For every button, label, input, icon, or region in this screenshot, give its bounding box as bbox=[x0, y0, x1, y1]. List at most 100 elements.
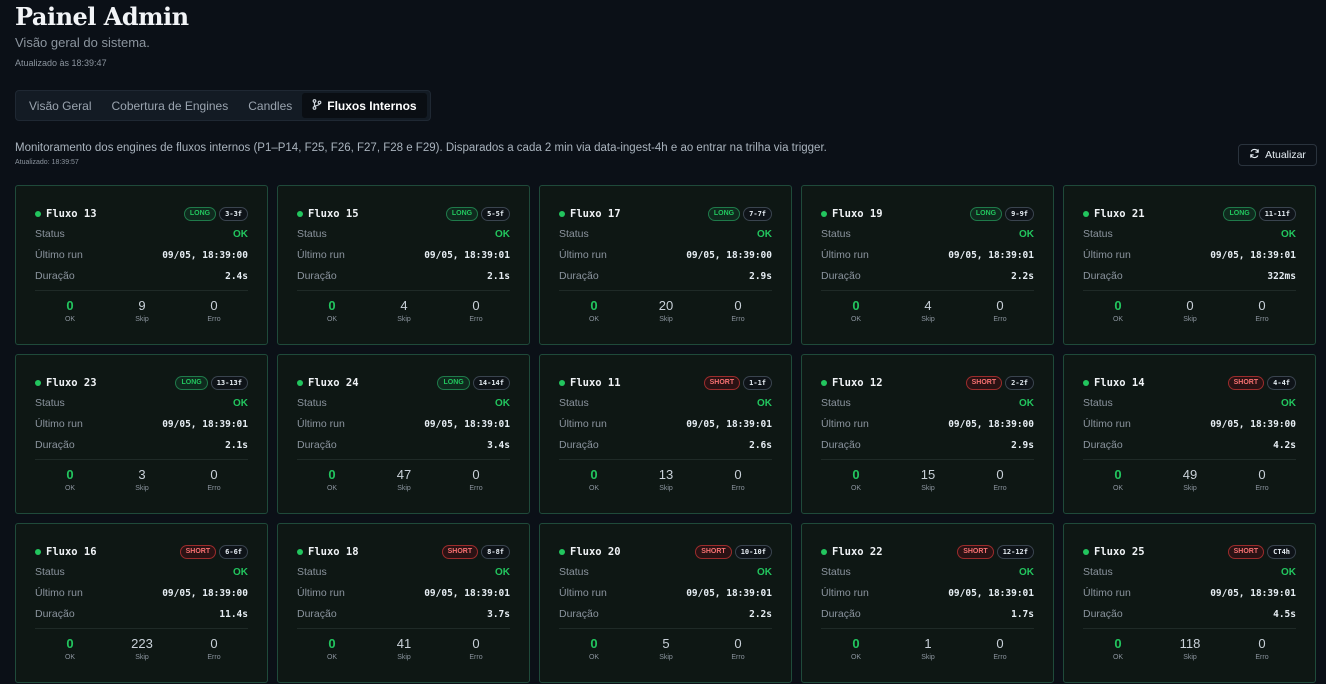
last-run-label: Último run bbox=[559, 249, 607, 261]
stat-ok: 0 OK bbox=[820, 467, 892, 492]
status-row: Status OK bbox=[1083, 227, 1296, 241]
divider bbox=[559, 459, 772, 460]
stat-error: 0 Erro bbox=[964, 636, 1036, 661]
status-label: Status bbox=[1083, 566, 1113, 578]
skip-count: 1 bbox=[924, 636, 932, 651]
duration-row: Duração 4.2s bbox=[1083, 438, 1296, 452]
error-caption: Erro bbox=[469, 485, 483, 492]
duration-label: Duração bbox=[297, 439, 337, 451]
duration-value: 2.2s bbox=[749, 608, 772, 620]
status-row: Status OK bbox=[297, 565, 510, 579]
stats-row: 0 OK 49 Skip 0 Erro bbox=[1082, 467, 1298, 492]
code-badge: 14-14f bbox=[472, 376, 510, 390]
stat-error: 0 Erro bbox=[702, 298, 774, 323]
last-run-row: Último run 09/05, 18:39:00 bbox=[559, 248, 772, 262]
duration-value: 3.4s bbox=[487, 439, 510, 451]
divider bbox=[297, 290, 510, 291]
duration-row: Duração 3.7s bbox=[297, 607, 510, 621]
last-run-label: Último run bbox=[297, 587, 345, 599]
stat-ok: 0 OK bbox=[558, 298, 630, 323]
error-count: 0 bbox=[472, 636, 480, 651]
card-header: Fluxo 11 SHORT 1-1f bbox=[559, 376, 772, 390]
status-label: Status bbox=[559, 228, 589, 240]
refresh-button[interactable]: Atualizar bbox=[1238, 144, 1317, 166]
code-badge: 11-11f bbox=[1258, 207, 1296, 221]
duration-value: 322ms bbox=[1267, 270, 1296, 282]
flow-card: Fluxo 20 SHORT 10-10f Status OK Último r… bbox=[539, 523, 792, 683]
code-badge: 5-5f bbox=[481, 207, 510, 221]
code-badge: 8-8f bbox=[481, 545, 510, 559]
direction-badge: SHORT bbox=[1227, 545, 1265, 559]
tab-fluxos-internos[interactable]: Fluxos Internos bbox=[302, 93, 427, 118]
flow-name: Fluxo 25 bbox=[1094, 546, 1145, 558]
direction-badge: LONG bbox=[183, 207, 217, 221]
code-badge: 4-4f bbox=[1267, 376, 1296, 390]
duration-label: Duração bbox=[821, 270, 861, 282]
skip-caption: Skip bbox=[921, 485, 935, 492]
code-badge: 3-3f bbox=[219, 207, 248, 221]
tab-candles[interactable]: Candles bbox=[238, 93, 302, 118]
duration-row: Duração 2.9s bbox=[821, 438, 1034, 452]
last-run-value: 09/05, 18:39:00 bbox=[686, 249, 772, 261]
error-caption: Erro bbox=[731, 485, 745, 492]
card-header: Fluxo 15 LONG 5-5f bbox=[297, 207, 510, 221]
status-label: Status bbox=[297, 397, 327, 409]
error-count: 0 bbox=[472, 467, 480, 482]
direction-badge: LONG bbox=[707, 207, 741, 221]
card-header: Fluxo 17 LONG 7-7f bbox=[559, 207, 772, 221]
refresh-icon bbox=[1249, 148, 1260, 162]
direction-badge: LONG bbox=[445, 207, 479, 221]
skip-count: 20 bbox=[658, 298, 674, 313]
status-dot-icon bbox=[1083, 549, 1089, 555]
duration-row: Duração 2.6s bbox=[559, 438, 772, 452]
duration-label: Duração bbox=[1083, 608, 1123, 620]
error-count: 0 bbox=[210, 298, 218, 313]
duration-label: Duração bbox=[1083, 439, 1123, 451]
badge-group: SHORT 6-6f bbox=[179, 545, 248, 559]
error-count: 0 bbox=[996, 467, 1004, 482]
stats-row: 0 OK 47 Skip 0 Erro bbox=[296, 467, 512, 492]
tab-visao-geral[interactable]: Visão Geral bbox=[19, 93, 101, 118]
stat-error: 0 Erro bbox=[1226, 298, 1298, 323]
error-caption: Erro bbox=[1255, 654, 1269, 661]
duration-value: 2.6s bbox=[749, 439, 772, 451]
last-run-value: 09/05, 18:39:01 bbox=[424, 249, 510, 261]
stats-row: 0 OK 0 Skip 0 Erro bbox=[1082, 298, 1298, 323]
last-run-value: 09/05, 18:39:01 bbox=[1210, 587, 1296, 599]
last-run-value: 09/05, 18:39:00 bbox=[948, 418, 1034, 430]
stat-skip: 0 Skip bbox=[1154, 298, 1226, 323]
status-label: Status bbox=[1083, 228, 1113, 240]
card-header: Fluxo 23 LONG 13-13f bbox=[35, 376, 248, 390]
direction-badge: SHORT bbox=[695, 545, 732, 559]
duration-value: 2.1s bbox=[225, 439, 248, 451]
status-row: Status OK bbox=[559, 227, 772, 241]
duration-value: 4.5s bbox=[1273, 608, 1296, 620]
last-run-label: Último run bbox=[821, 418, 869, 430]
ok-caption: OK bbox=[1112, 316, 1124, 323]
ok-caption: OK bbox=[850, 316, 862, 323]
divider bbox=[821, 459, 1034, 460]
status-value: OK bbox=[1019, 228, 1034, 240]
error-count: 0 bbox=[472, 298, 480, 313]
stat-skip: 5 Skip bbox=[630, 636, 702, 661]
error-caption: Erro bbox=[993, 654, 1007, 661]
badge-group: SHORT 1-1f bbox=[703, 376, 772, 390]
skip-count: 4 bbox=[400, 298, 408, 313]
last-run-label: Último run bbox=[559, 587, 607, 599]
flow-card: Fluxo 11 SHORT 1-1f Status OK Último run… bbox=[539, 354, 792, 514]
ok-count: 0 bbox=[852, 298, 860, 313]
stat-skip: 47 Skip bbox=[368, 467, 440, 492]
status-value: OK bbox=[757, 566, 772, 578]
ok-count: 0 bbox=[590, 636, 598, 651]
stat-skip: 9 Skip bbox=[106, 298, 178, 323]
skip-caption: Skip bbox=[397, 485, 411, 492]
divider bbox=[297, 459, 510, 460]
error-caption: Erro bbox=[731, 654, 745, 661]
stat-ok: 0 OK bbox=[820, 298, 892, 323]
tab-cobertura-engines[interactable]: Cobertura de Engines bbox=[101, 93, 238, 118]
status-label: Status bbox=[35, 566, 65, 578]
code-badge: 10-10f bbox=[734, 545, 772, 559]
duration-label: Duração bbox=[821, 608, 861, 620]
last-run-label: Último run bbox=[35, 587, 83, 599]
stat-skip: 1 Skip bbox=[892, 636, 964, 661]
